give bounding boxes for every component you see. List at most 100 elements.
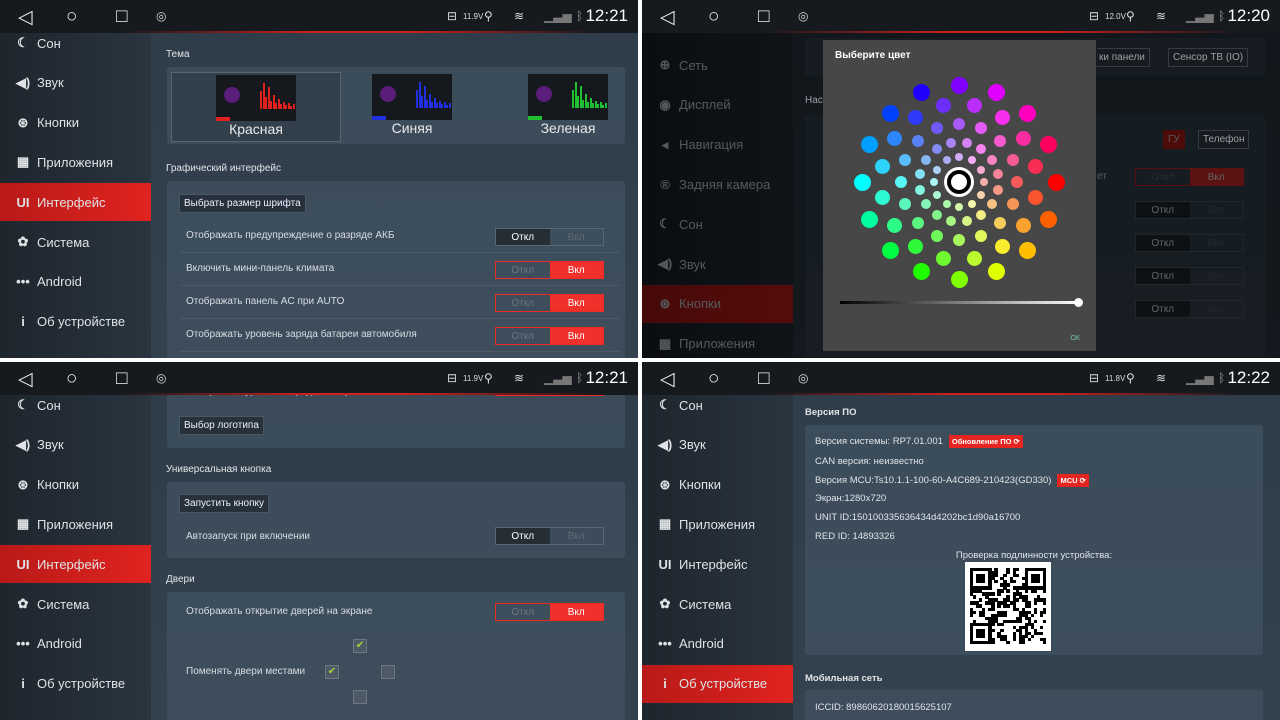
- color-swatch[interactable]: [936, 97, 952, 113]
- sidebar-item-speaker[interactable]: ◀) Звук: [0, 426, 151, 464]
- color-swatch[interactable]: [853, 173, 871, 191]
- toggle-on[interactable]: Вкл: [567, 231, 585, 243]
- color-swatch[interactable]: [881, 242, 899, 260]
- color-swatch[interactable]: [1028, 159, 1043, 175]
- toggle-off[interactable]: Откл: [496, 229, 550, 245]
- mcu-update-button[interactable]: MCU ⟳: [1057, 474, 1089, 487]
- color-swatch[interactable]: [975, 229, 988, 242]
- toggle-on[interactable]: Вкл: [549, 262, 603, 278]
- color-swatch[interactable]: [895, 176, 907, 188]
- color-swatch[interactable]: [1047, 173, 1065, 191]
- color-swatch[interactable]: [1019, 242, 1037, 260]
- color-swatch[interactable]: [975, 122, 988, 135]
- color-swatch[interactable]: [920, 154, 931, 165]
- back-triangle-icon[interactable]: ◁: [660, 7, 675, 28]
- door-checkbox-top[interactable]: ✔: [353, 639, 367, 653]
- brightness-slider[interactable]: [840, 301, 1080, 304]
- color-swatch[interactable]: [933, 165, 942, 174]
- color-swatch[interactable]: [899, 198, 912, 211]
- recent-square-icon[interactable]: □: [116, 368, 128, 389]
- home-circle-icon[interactable]: ○: [708, 368, 720, 389]
- sidebar-item-dots[interactable]: ••• Android: [0, 625, 151, 663]
- color-swatch[interactable]: [994, 109, 1010, 125]
- color-swatch[interactable]: [860, 136, 878, 154]
- back-triangle-icon[interactable]: ◁: [660, 369, 675, 390]
- color-swatch[interactable]: [976, 165, 985, 174]
- sidebar-item-steering-wheel[interactable]: ⊛ Кнопки: [0, 104, 151, 142]
- color-swatch[interactable]: [886, 131, 902, 147]
- color-swatch[interactable]: [961, 137, 972, 148]
- color-swatch[interactable]: [1040, 136, 1058, 154]
- sidebar-item-speaker[interactable]: ◀) Звук: [0, 64, 151, 102]
- door-checkbox-left[interactable]: ✔: [325, 665, 339, 679]
- panel-buttons-button[interactable]: ки панели: [1097, 48, 1150, 67]
- color-swatch[interactable]: [987, 83, 1005, 101]
- selected-color-swatch[interactable]: [947, 170, 971, 194]
- doors-display-toggle[interactable]: Откл Вкл: [495, 603, 604, 621]
- toggle-on[interactable]: Вкл: [549, 604, 603, 620]
- toggle-off[interactable]: Откл: [496, 528, 550, 544]
- color-swatch[interactable]: [1028, 189, 1043, 205]
- phone-button[interactable]: Телефон: [1198, 130, 1250, 149]
- color-swatch[interactable]: [1006, 198, 1019, 211]
- back-triangle-icon[interactable]: ◁: [18, 369, 33, 390]
- update-software-button[interactable]: Обновление ПО ⟳: [948, 435, 1023, 448]
- color-swatch[interactable]: [933, 190, 942, 199]
- color-swatch[interactable]: [966, 251, 982, 266]
- color-swatch[interactable]: [942, 199, 951, 208]
- theme-option[interactable]: Синяя: [327, 72, 497, 142]
- color-swatch[interactable]: [994, 134, 1006, 147]
- color-swatch[interactable]: [911, 217, 924, 229]
- color-swatch[interactable]: [1011, 176, 1023, 188]
- color-swatch[interactable]: [914, 169, 925, 180]
- toggle-on[interactable]: Вкл: [549, 295, 603, 311]
- sidebar-item-ui[interactable]: UI Интерфейс: [0, 183, 151, 222]
- color-swatch[interactable]: [1040, 210, 1058, 228]
- color-swatch[interactable]: [908, 239, 924, 255]
- color-swatch[interactable]: [886, 217, 902, 233]
- sidebar-item-steering-wheel[interactable]: ⊛ Кнопки: [0, 466, 151, 504]
- color-swatch[interactable]: [994, 217, 1006, 229]
- setting-toggle[interactable]: Откл Вкл: [495, 228, 604, 246]
- color-swatch[interactable]: [967, 156, 976, 165]
- brightness-slider-handle[interactable]: [1074, 298, 1083, 307]
- color-swatch[interactable]: [913, 83, 931, 101]
- color-swatch[interactable]: [930, 229, 943, 242]
- sidebar-item-ui[interactable]: UI Интерфейс: [642, 545, 793, 583]
- color-swatch[interactable]: [993, 169, 1004, 180]
- color-wheel[interactable]: [823, 40, 1096, 300]
- color-swatch[interactable]: [1006, 153, 1019, 166]
- color-swatch[interactable]: [914, 184, 925, 195]
- color-swatch[interactable]: [881, 104, 899, 122]
- color-swatch[interactable]: [967, 199, 976, 208]
- toggle-on[interactable]: Вкл: [567, 530, 585, 542]
- sidebar-item-moon[interactable]: ☾ Сон: [0, 24, 151, 62]
- sidebar-item-ui[interactable]: UI Интерфейс: [0, 545, 151, 584]
- color-swatch[interactable]: [976, 210, 987, 221]
- back-triangle-icon[interactable]: ◁: [18, 7, 33, 28]
- sidebar-item-gear[interactable]: ✿ Система: [642, 585, 793, 623]
- color-swatch[interactable]: [950, 270, 968, 288]
- font-size-button[interactable]: Выбрать размер шрифта: [179, 194, 306, 213]
- color-swatch[interactable]: [976, 190, 985, 199]
- color-swatch[interactable]: [930, 178, 938, 186]
- sidebar-item-apps[interactable]: ▦ Приложения: [0, 143, 151, 181]
- color-swatch[interactable]: [911, 134, 924, 147]
- color-swatch[interactable]: [953, 118, 965, 130]
- sidebar-item-apps[interactable]: ▦ Приложения: [0, 505, 151, 543]
- sidebar-item-dots[interactable]: ••• Android: [0, 263, 151, 301]
- sidebar-item-gear[interactable]: ✿ Система: [0, 223, 151, 261]
- color-swatch[interactable]: [946, 216, 957, 227]
- autostart-toggle[interactable]: Откл Вкл: [495, 527, 604, 545]
- logo-select-button[interactable]: Выбор логотипа: [179, 416, 264, 435]
- color-swatch[interactable]: [899, 153, 912, 166]
- setting-toggle[interactable]: Откл Вкл: [495, 327, 604, 345]
- color-swatch[interactable]: [955, 203, 963, 211]
- sidebar-item-moon[interactable]: ☾ Сон: [642, 386, 793, 424]
- door-checkbox-bottom[interactable]: [353, 690, 367, 704]
- color-swatch[interactable]: [874, 189, 890, 205]
- color-swatch[interactable]: [987, 154, 998, 165]
- color-swatch[interactable]: [920, 199, 931, 210]
- setting-toggle[interactable]: Откл Вкл: [495, 294, 604, 312]
- color-swatch[interactable]: [953, 234, 965, 246]
